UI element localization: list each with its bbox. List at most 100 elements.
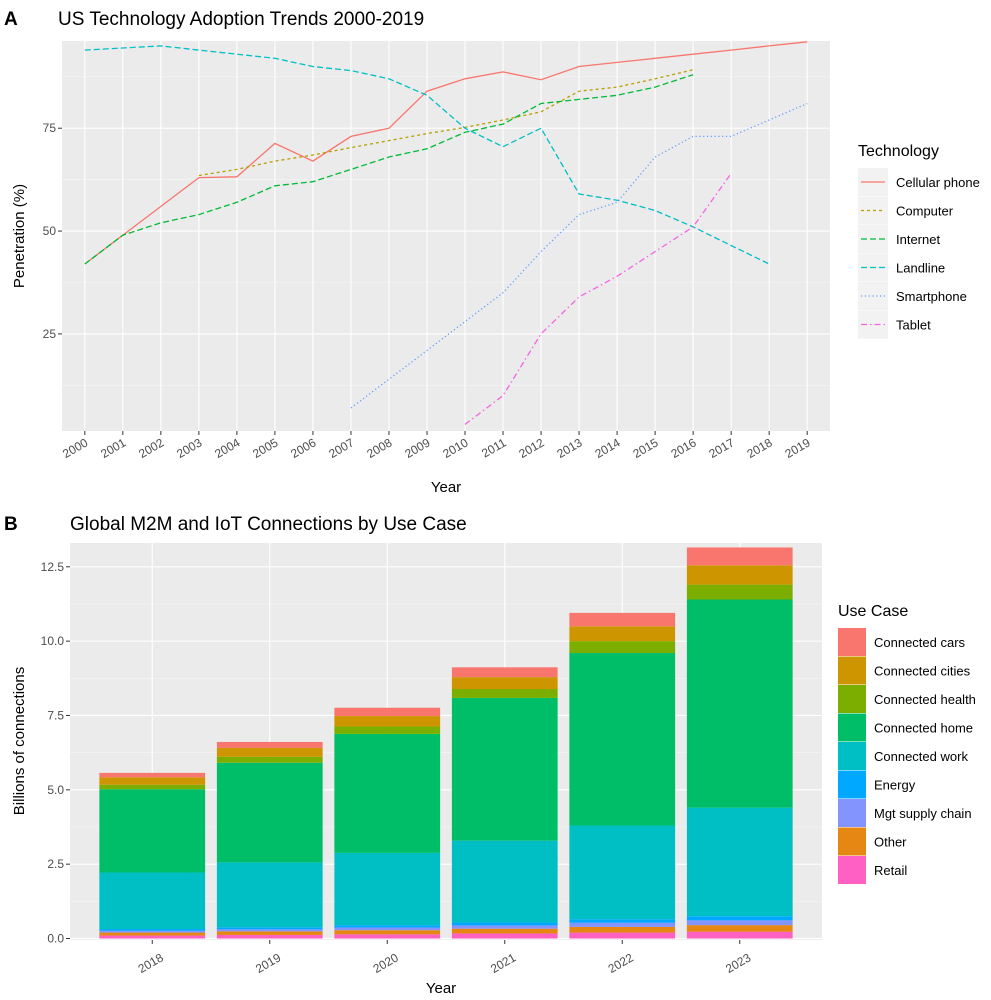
bar-segment-connected-work-2018 (99, 872, 206, 929)
bar-segment-connected-home-2018 (99, 789, 206, 873)
bar-segment-connected-cities-2022 (569, 626, 676, 642)
bar-segment-retail-2018 (99, 935, 206, 939)
legend-label: Landline (896, 261, 945, 276)
bar-segment-connected-health-2022 (569, 641, 676, 654)
bar-segment-mgt-supply-chain-2020 (334, 927, 441, 931)
panel-a-gridlines (62, 41, 830, 431)
bar-segment-connected-home-2020 (334, 733, 441, 853)
legend-label: Smartphone (896, 289, 967, 304)
y-tick-label: 75 (43, 121, 57, 135)
y-tick-label: 12.5 (41, 560, 65, 574)
legend-label: Connected cities (874, 664, 971, 679)
x-tick-label: 2015 (630, 435, 660, 461)
bar-segment-retail-2021 (451, 933, 558, 939)
bar-segment-energy-2023 (686, 916, 793, 921)
bar-segment-connected-work-2022 (569, 825, 676, 920)
bar-segment-connected-health-2020 (334, 726, 441, 734)
legend-key-swatch (838, 827, 866, 856)
bar-segment-retail-2019 (216, 934, 323, 939)
series-line-tablet (464, 173, 732, 425)
panel-a-y-ticks: 25 50 75 (43, 121, 62, 341)
x-tick-label: 2020 (371, 950, 401, 976)
x-tick-label: 2019 (253, 950, 283, 976)
bar-segment-connected-health-2018 (99, 784, 206, 790)
bar-segment-connected-home-2019 (216, 762, 323, 863)
panel-a-title: US Technology Adoption Trends 2000-2019 (58, 9, 424, 30)
bar-segment-connected-cities-2019 (216, 747, 323, 757)
x-tick-label: 2012 (516, 435, 546, 461)
legend-key-swatch (838, 628, 866, 656)
panel-b-legend-title: Use Case (838, 603, 908, 620)
legend-key-swatch (838, 656, 866, 685)
legend-label: Mgt supply chain (874, 806, 972, 821)
x-tick-label: 2011 (479, 435, 509, 460)
legend-key-swatch (838, 685, 866, 713)
x-tick-label: 2022 (606, 950, 636, 976)
bar-segment-retail-2022 (569, 932, 676, 939)
panel-b-letter: B (4, 514, 18, 535)
x-tick-label: 2016 (669, 435, 699, 461)
panel-a-plot-background (62, 41, 830, 431)
legend-key-swatch (838, 770, 866, 799)
x-tick-label: 2008 (364, 435, 394, 461)
bar-segment-connected-work-2019 (216, 862, 323, 928)
bar-segment-connected-work-2023 (686, 807, 793, 917)
panel-b-stacked-bars (99, 547, 793, 939)
bar-segment-energy-2022 (569, 919, 676, 923)
panel-b-legend: Connected cars Connected cities Connected … (838, 628, 976, 884)
bar-segment-connected-health-2023 (686, 584, 793, 600)
bar-segment-other-2019 (216, 931, 323, 935)
panel-a-y-axis-title: Penetration (%) (11, 184, 28, 288)
x-tick-label: 2002 (136, 435, 166, 461)
panel-a-legend: Cellular phone Computer Internet Landline Sm… (858, 168, 980, 339)
bar-segment-other-2022 (569, 926, 676, 933)
x-tick-label: 2014 (592, 435, 622, 461)
x-tick-label: 2004 (212, 435, 242, 461)
bar-segment-retail-2023 (686, 931, 793, 939)
bar-segment-connected-cars-2019 (216, 741, 323, 748)
bar-segment-connected-cars-2021 (451, 667, 558, 678)
x-tick-label: 2021 (488, 950, 518, 976)
y-tick-label: 2.5 (47, 857, 64, 871)
bar-segment-connected-work-2020 (334, 852, 441, 926)
bar-segment-other-2021 (451, 928, 558, 934)
bar-segment-energy-2021 (451, 922, 558, 926)
bar-segment-mgt-supply-chain-2019 (216, 929, 323, 932)
legend-label: Computer (896, 204, 954, 219)
bar-segment-connected-cars-2023 (686, 547, 793, 566)
bar-segment-connected-health-2019 (216, 756, 323, 763)
legend-label: Connected cars (874, 635, 966, 650)
bar-segment-other-2020 (334, 930, 441, 935)
y-tick-label: 5.0 (47, 783, 64, 797)
legend-label: Connected work (874, 749, 968, 764)
panel-a-letter: A (4, 9, 18, 30)
bar-segment-energy-2018 (99, 928, 206, 931)
bar-segment-connected-home-2023 (686, 599, 793, 808)
bar-segment-connected-home-2021 (451, 697, 558, 841)
bar-segment-other-2023 (686, 925, 793, 932)
panel-a-x-axis-title: Year (431, 479, 461, 496)
panel-b-y-ticks: 0.0 2.5 5.0 7.5 10.0 12.5 (41, 560, 70, 946)
x-tick-label: 2013 (554, 435, 584, 461)
bar-segment-mgt-supply-chain-2023 (686, 920, 793, 926)
x-tick-label: 2019 (783, 435, 813, 461)
x-tick-label: 2009 (402, 435, 432, 461)
bar-segment-other-2018 (99, 932, 206, 936)
bar-segment-connected-cars-2018 (99, 772, 206, 778)
legend-label: Retail (874, 863, 907, 878)
x-tick-label: 2006 (288, 435, 318, 461)
bar-segment-connected-cities-2021 (451, 677, 558, 690)
bar-segment-connected-work-2021 (451, 840, 558, 923)
x-tick-label: 2023 (723, 950, 753, 976)
bar-segment-connected-home-2022 (569, 653, 676, 826)
series-line-smartphone (350, 102, 808, 409)
bar-segment-energy-2019 (216, 927, 323, 930)
x-tick-label: 2018 (745, 435, 775, 461)
panel-b-chart: B Global M2M and IoT Connections by Use … (4, 514, 976, 997)
x-tick-label: 2000 (60, 435, 90, 461)
bar-segment-connected-cities-2023 (686, 565, 793, 585)
panel-b-x-ticks: 2018 2019 2020 2021 2022 2023 (136, 940, 754, 976)
bar-segment-connected-health-2021 (451, 689, 558, 698)
bar-segment-connected-cars-2020 (334, 707, 441, 717)
